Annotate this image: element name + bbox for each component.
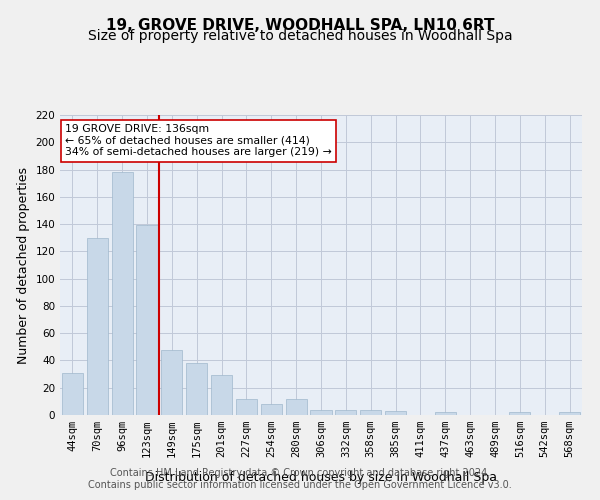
Text: 19 GROVE DRIVE: 136sqm
← 65% of detached houses are smaller (414)
34% of semi-de: 19 GROVE DRIVE: 136sqm ← 65% of detached… [65,124,332,157]
Bar [211,376,232,415]
Bar [286,398,307,415]
Bar [136,226,158,415]
Bar [112,172,133,415]
Bar [360,410,381,415]
Bar [559,412,580,415]
Bar [186,363,207,415]
Bar [87,238,108,415]
X-axis label: Distribution of detached houses by size in Woodhall Spa: Distribution of detached houses by size … [145,471,497,484]
Bar [161,350,182,415]
Bar [310,410,332,415]
Text: Contains HM Land Registry data © Crown copyright and database right 2024.
Contai: Contains HM Land Registry data © Crown c… [88,468,512,490]
Y-axis label: Number of detached properties: Number of detached properties [17,166,30,364]
Bar [236,398,257,415]
Bar [385,411,406,415]
Text: 19, GROVE DRIVE, WOODHALL SPA, LN10 6RT: 19, GROVE DRIVE, WOODHALL SPA, LN10 6RT [106,18,494,32]
Bar [261,404,282,415]
Bar [509,412,530,415]
Bar [435,412,456,415]
Bar [62,372,83,415]
Text: Size of property relative to detached houses in Woodhall Spa: Size of property relative to detached ho… [88,29,512,43]
Bar [335,410,356,415]
